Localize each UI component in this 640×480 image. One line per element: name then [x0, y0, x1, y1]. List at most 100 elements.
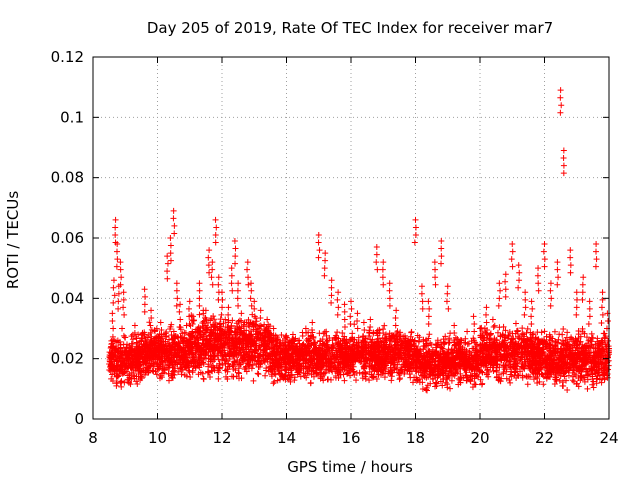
data-point [419, 386, 426, 393]
data-point [127, 381, 134, 388]
data-point [332, 374, 339, 381]
data-point [515, 349, 522, 356]
data-point [120, 341, 127, 348]
data-point [327, 376, 334, 383]
data-point [111, 367, 118, 374]
data-point [295, 368, 302, 375]
data-point [153, 371, 160, 378]
data-point [396, 358, 403, 365]
data-point [532, 335, 539, 342]
data-point [138, 375, 145, 382]
data-point [172, 342, 179, 349]
data-point [343, 359, 350, 366]
data-point [470, 335, 477, 342]
data-point [112, 368, 119, 375]
data-point [198, 346, 205, 353]
data-point [479, 369, 486, 376]
data-point [396, 376, 403, 383]
data-point [349, 336, 356, 343]
data-point [351, 371, 358, 378]
data-point [484, 366, 491, 373]
data-point [414, 377, 421, 384]
data-point [381, 361, 388, 368]
data-point [253, 335, 260, 342]
data-point [269, 338, 276, 345]
data-point [328, 344, 335, 351]
data-point [222, 351, 229, 358]
data-point [243, 350, 250, 357]
data-point [240, 321, 247, 328]
data-point [274, 336, 281, 343]
data-point [290, 346, 297, 353]
data-point [371, 368, 378, 375]
data-point [213, 344, 220, 351]
data-point [376, 330, 383, 337]
data-point [491, 358, 498, 365]
data-point [123, 354, 130, 361]
data-point [337, 361, 344, 368]
data-point [290, 336, 297, 343]
data-point [336, 359, 343, 366]
data-point [293, 359, 300, 366]
data-point [375, 348, 382, 355]
data-point [281, 373, 288, 380]
data-point [430, 369, 437, 376]
data-point [448, 377, 455, 384]
data-point [281, 341, 288, 348]
data-point [538, 329, 545, 336]
data-point [496, 341, 503, 348]
data-point [447, 385, 454, 392]
data-point [218, 338, 225, 345]
data-point [466, 359, 473, 366]
data-point [395, 369, 402, 376]
data-point [534, 380, 541, 387]
data-point [207, 374, 214, 381]
data-point [463, 372, 470, 379]
data-point [385, 351, 392, 358]
data-point [456, 338, 463, 345]
data-point [420, 371, 427, 378]
data-point [177, 365, 184, 372]
data-point [260, 352, 267, 359]
data-point [366, 330, 373, 337]
data-point [151, 327, 158, 334]
data-point [391, 365, 398, 372]
data-point [180, 355, 187, 362]
data-point [383, 362, 390, 369]
data-point [350, 363, 357, 370]
data-point [507, 354, 514, 361]
data-point [452, 363, 459, 370]
data-point [270, 380, 277, 387]
data-point [285, 369, 292, 376]
data-point [349, 330, 356, 337]
data-point [170, 367, 177, 374]
data-point [511, 355, 518, 362]
data-point [141, 358, 148, 365]
data-point [508, 339, 515, 346]
data-point [481, 357, 488, 364]
data-point [143, 339, 150, 346]
data-point [331, 351, 338, 358]
data-point [136, 345, 143, 352]
data-point [113, 343, 120, 350]
data-point [486, 355, 493, 362]
data-point [318, 369, 325, 376]
data-point [156, 365, 163, 372]
data-point [149, 341, 156, 348]
data-point [355, 357, 362, 364]
data-point [360, 338, 367, 345]
data-point [417, 352, 424, 359]
data-point [521, 342, 528, 349]
data-point [233, 373, 240, 380]
data-point [249, 362, 256, 369]
data-point [237, 361, 244, 368]
data-point [503, 353, 510, 360]
data-point [461, 360, 468, 367]
data-point [208, 346, 215, 353]
data-point [113, 382, 120, 389]
data-point [129, 336, 136, 343]
data-point [206, 332, 213, 339]
data-point [439, 367, 446, 374]
data-point [402, 341, 409, 348]
data-point [219, 347, 226, 354]
